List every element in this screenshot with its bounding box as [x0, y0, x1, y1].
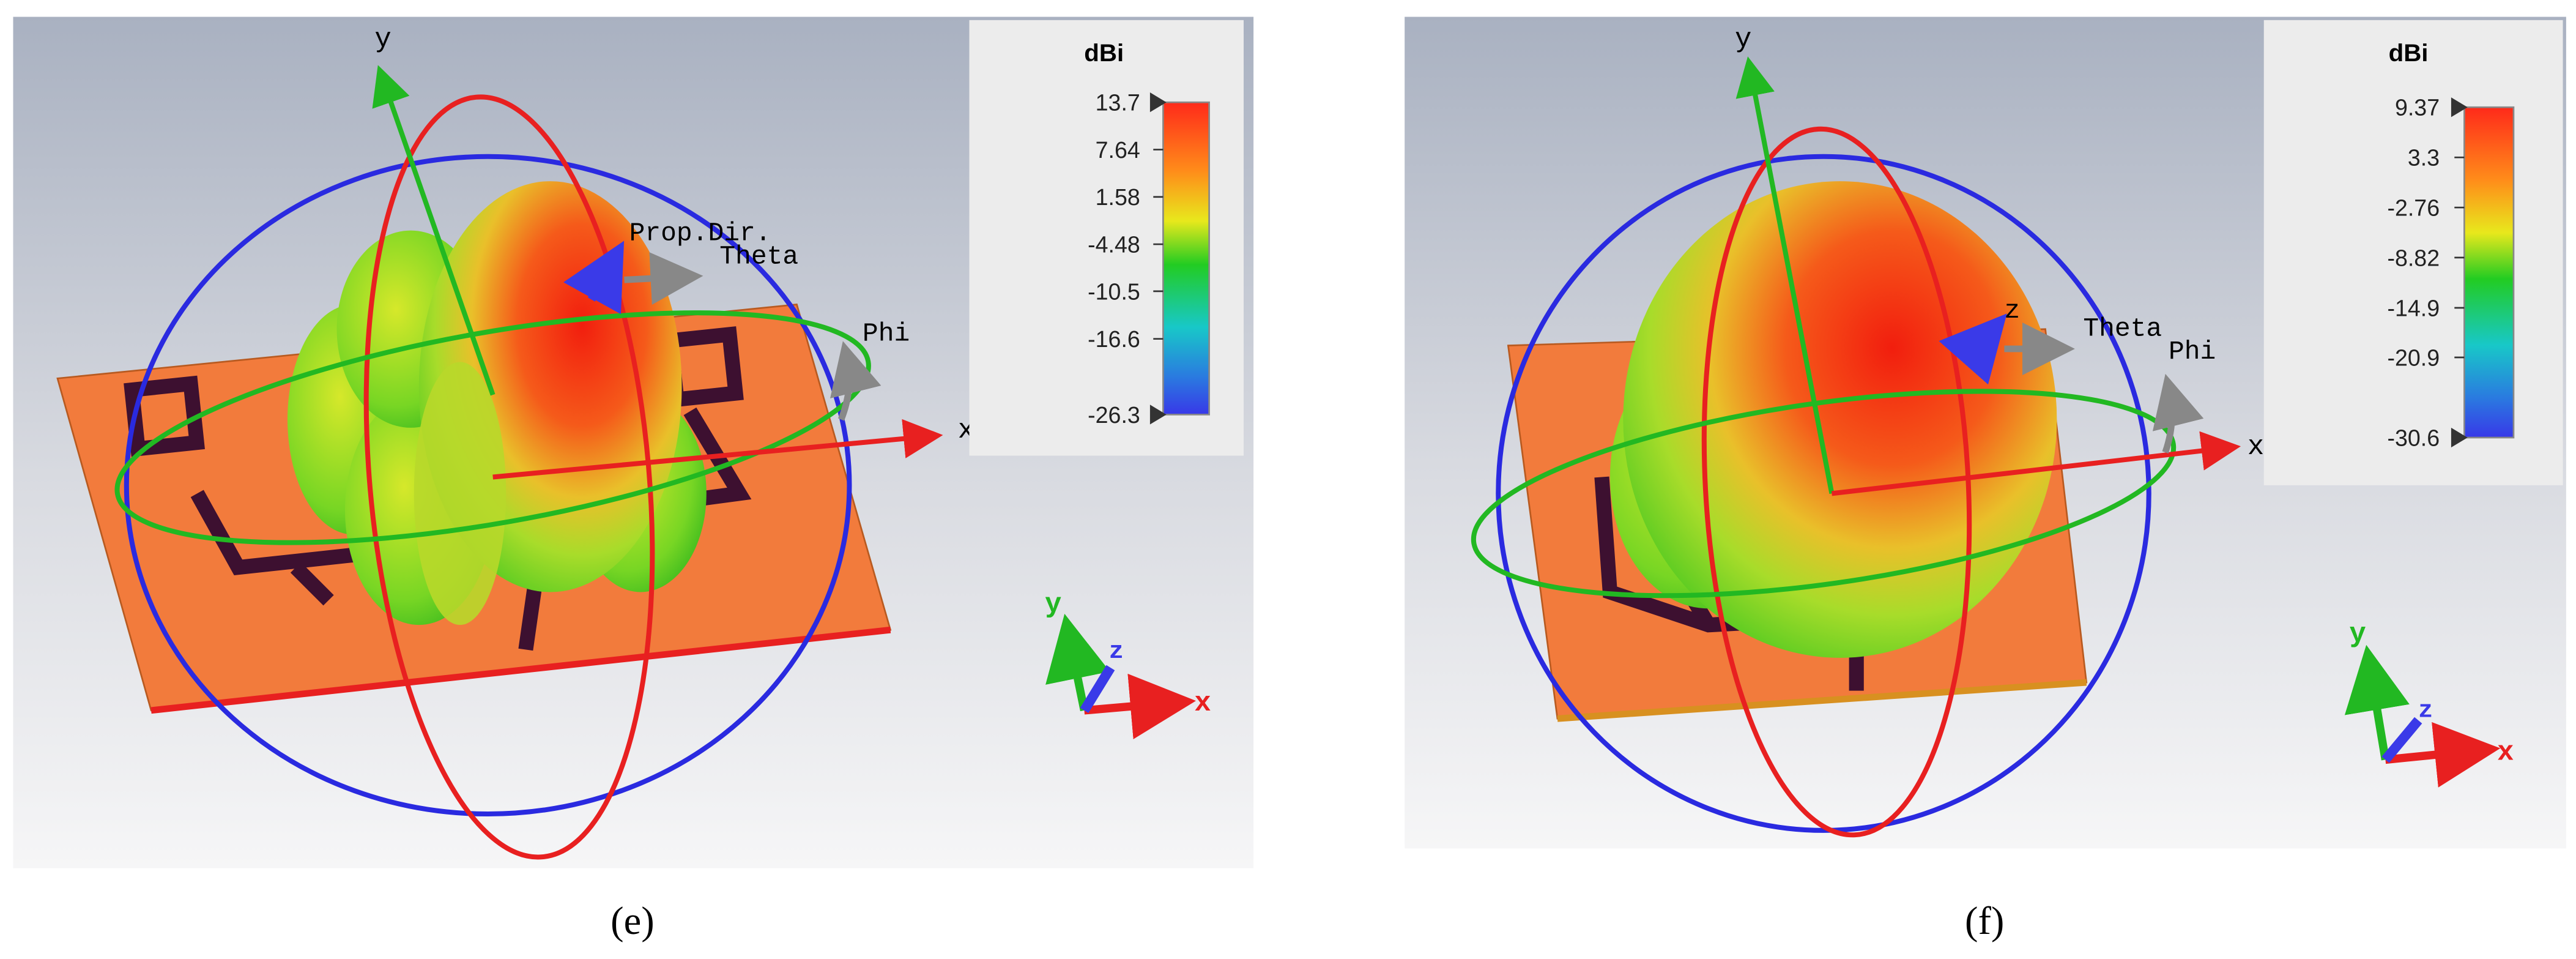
phi-arrow [2152, 373, 2204, 453]
x-axis [1831, 431, 2241, 496]
shape [1083, 673, 1197, 739]
substrate-edge [1557, 679, 2087, 722]
triad-label: z [2418, 697, 2433, 725]
caption: (f) [1965, 899, 2004, 942]
phi-arrow [830, 341, 882, 421]
axis-label: Phi [863, 319, 910, 349]
theta-circle [1496, 154, 2151, 833]
colorbar-tick-label: -4.48 [1088, 231, 1140, 257]
colorbar-tick-label: 9.37 [2395, 95, 2440, 121]
shape [2344, 644, 2410, 761]
theta-circle [124, 154, 852, 817]
colorbar-tick-label: -14.9 [2387, 295, 2440, 321]
equator-circle [1471, 389, 2177, 599]
panel-e: y x Prop.Dir. Theta Phi dBi y z x [13, 17, 1254, 868]
shape [1623, 181, 2057, 658]
legend-unit: dBi [1084, 39, 1124, 67]
colorbar-tick-label: -30.6 [2387, 425, 2440, 450]
axis-label: Phi [2169, 337, 2216, 367]
colorbar-tick-label: -10.5 [1088, 278, 1140, 304]
triad-label: x [1194, 687, 1211, 719]
colorbar [2463, 106, 2515, 439]
colorbar-min-marker [1149, 405, 1167, 425]
axis-label: Theta [719, 241, 798, 271]
colorbar-tick-label: 13.7 [1096, 90, 1140, 116]
colorbar-tick-label: -8.82 [2387, 245, 2440, 271]
axis-label: Theta [2083, 314, 2162, 344]
triad-label: y [2349, 618, 2366, 650]
phi-circle [1701, 126, 1972, 838]
legend-unit: dBi [2389, 39, 2429, 67]
y-axis [372, 65, 496, 396]
triad: y z x [1045, 589, 1211, 739]
colorbar [1162, 101, 1210, 416]
colorbar-tick-label: -26.3 [1088, 402, 1140, 428]
colorbar-min-marker [2451, 427, 2468, 448]
triad-label: z [1109, 638, 1124, 666]
triad: y z x [2344, 618, 2514, 788]
colorbar-tick-label: 7.64 [1096, 137, 1140, 163]
axis-label: z [2004, 296, 2020, 326]
y-axis [1735, 56, 1835, 494]
caption: (e) [611, 899, 655, 942]
shape [2385, 722, 2501, 788]
x-axis [492, 419, 943, 480]
shape [1045, 613, 1110, 712]
shape [414, 362, 507, 625]
colorbar-tick-label: -2.76 [2387, 195, 2440, 220]
colorbar-max-marker [1149, 92, 1167, 113]
theta-arrow [624, 252, 703, 305]
colorbar-tick-label: 3.3 [2408, 145, 2440, 171]
shape [2381, 717, 2422, 763]
shape [1080, 665, 1115, 714]
colorbar-tick-label: -20.9 [2387, 345, 2440, 370]
axis-label: x [2248, 431, 2264, 463]
colorbar-tick-label: -16.6 [1088, 326, 1140, 352]
axis-label: y [374, 23, 391, 55]
colorbar-max-marker [2451, 97, 2468, 118]
substrate-edge [150, 626, 891, 714]
prop-dir-arrow [563, 241, 625, 315]
axis-label: Prop.Dir. [629, 218, 771, 248]
triad-label: y [1045, 589, 1061, 621]
triad-label: x [2497, 736, 2514, 768]
colorbar-tick-label: 1.58 [1096, 184, 1140, 210]
z-axis [1939, 313, 2007, 385]
axis-label: y [1735, 23, 1751, 55]
